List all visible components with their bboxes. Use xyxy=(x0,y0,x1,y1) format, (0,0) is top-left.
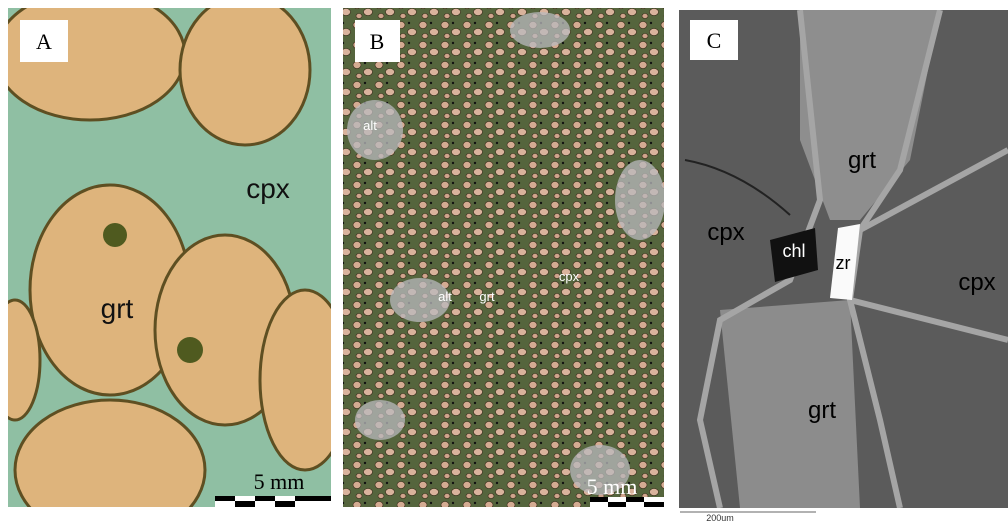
annotation: grt xyxy=(479,289,495,304)
panel-label: B xyxy=(370,29,385,54)
annotation: zr xyxy=(836,253,851,273)
annotation: cpx xyxy=(707,219,744,246)
annotation: alt xyxy=(438,289,452,304)
annotation: cpx xyxy=(958,269,995,296)
panel-label: C xyxy=(707,28,722,53)
scale-bar-label: 200um xyxy=(706,513,734,523)
panel-a-image xyxy=(0,0,350,523)
scale-bar-label: 5 mm xyxy=(254,469,305,494)
annotation: grt xyxy=(101,293,134,324)
scale-bar-label: 5 mm xyxy=(587,474,638,499)
figure: A cpx grt 5 mm B alt alt grt cpx 5 mm xyxy=(0,0,1008,523)
annotation: grt xyxy=(808,397,836,424)
annotation: alt xyxy=(363,118,377,133)
annotation: cpx xyxy=(559,269,580,284)
annotation: grt xyxy=(848,147,876,174)
annotation: chl xyxy=(782,241,805,261)
scale-bar xyxy=(215,496,331,507)
annotation: cpx xyxy=(246,173,290,204)
panel-label: A xyxy=(36,29,52,54)
panel-b-image xyxy=(343,8,665,507)
